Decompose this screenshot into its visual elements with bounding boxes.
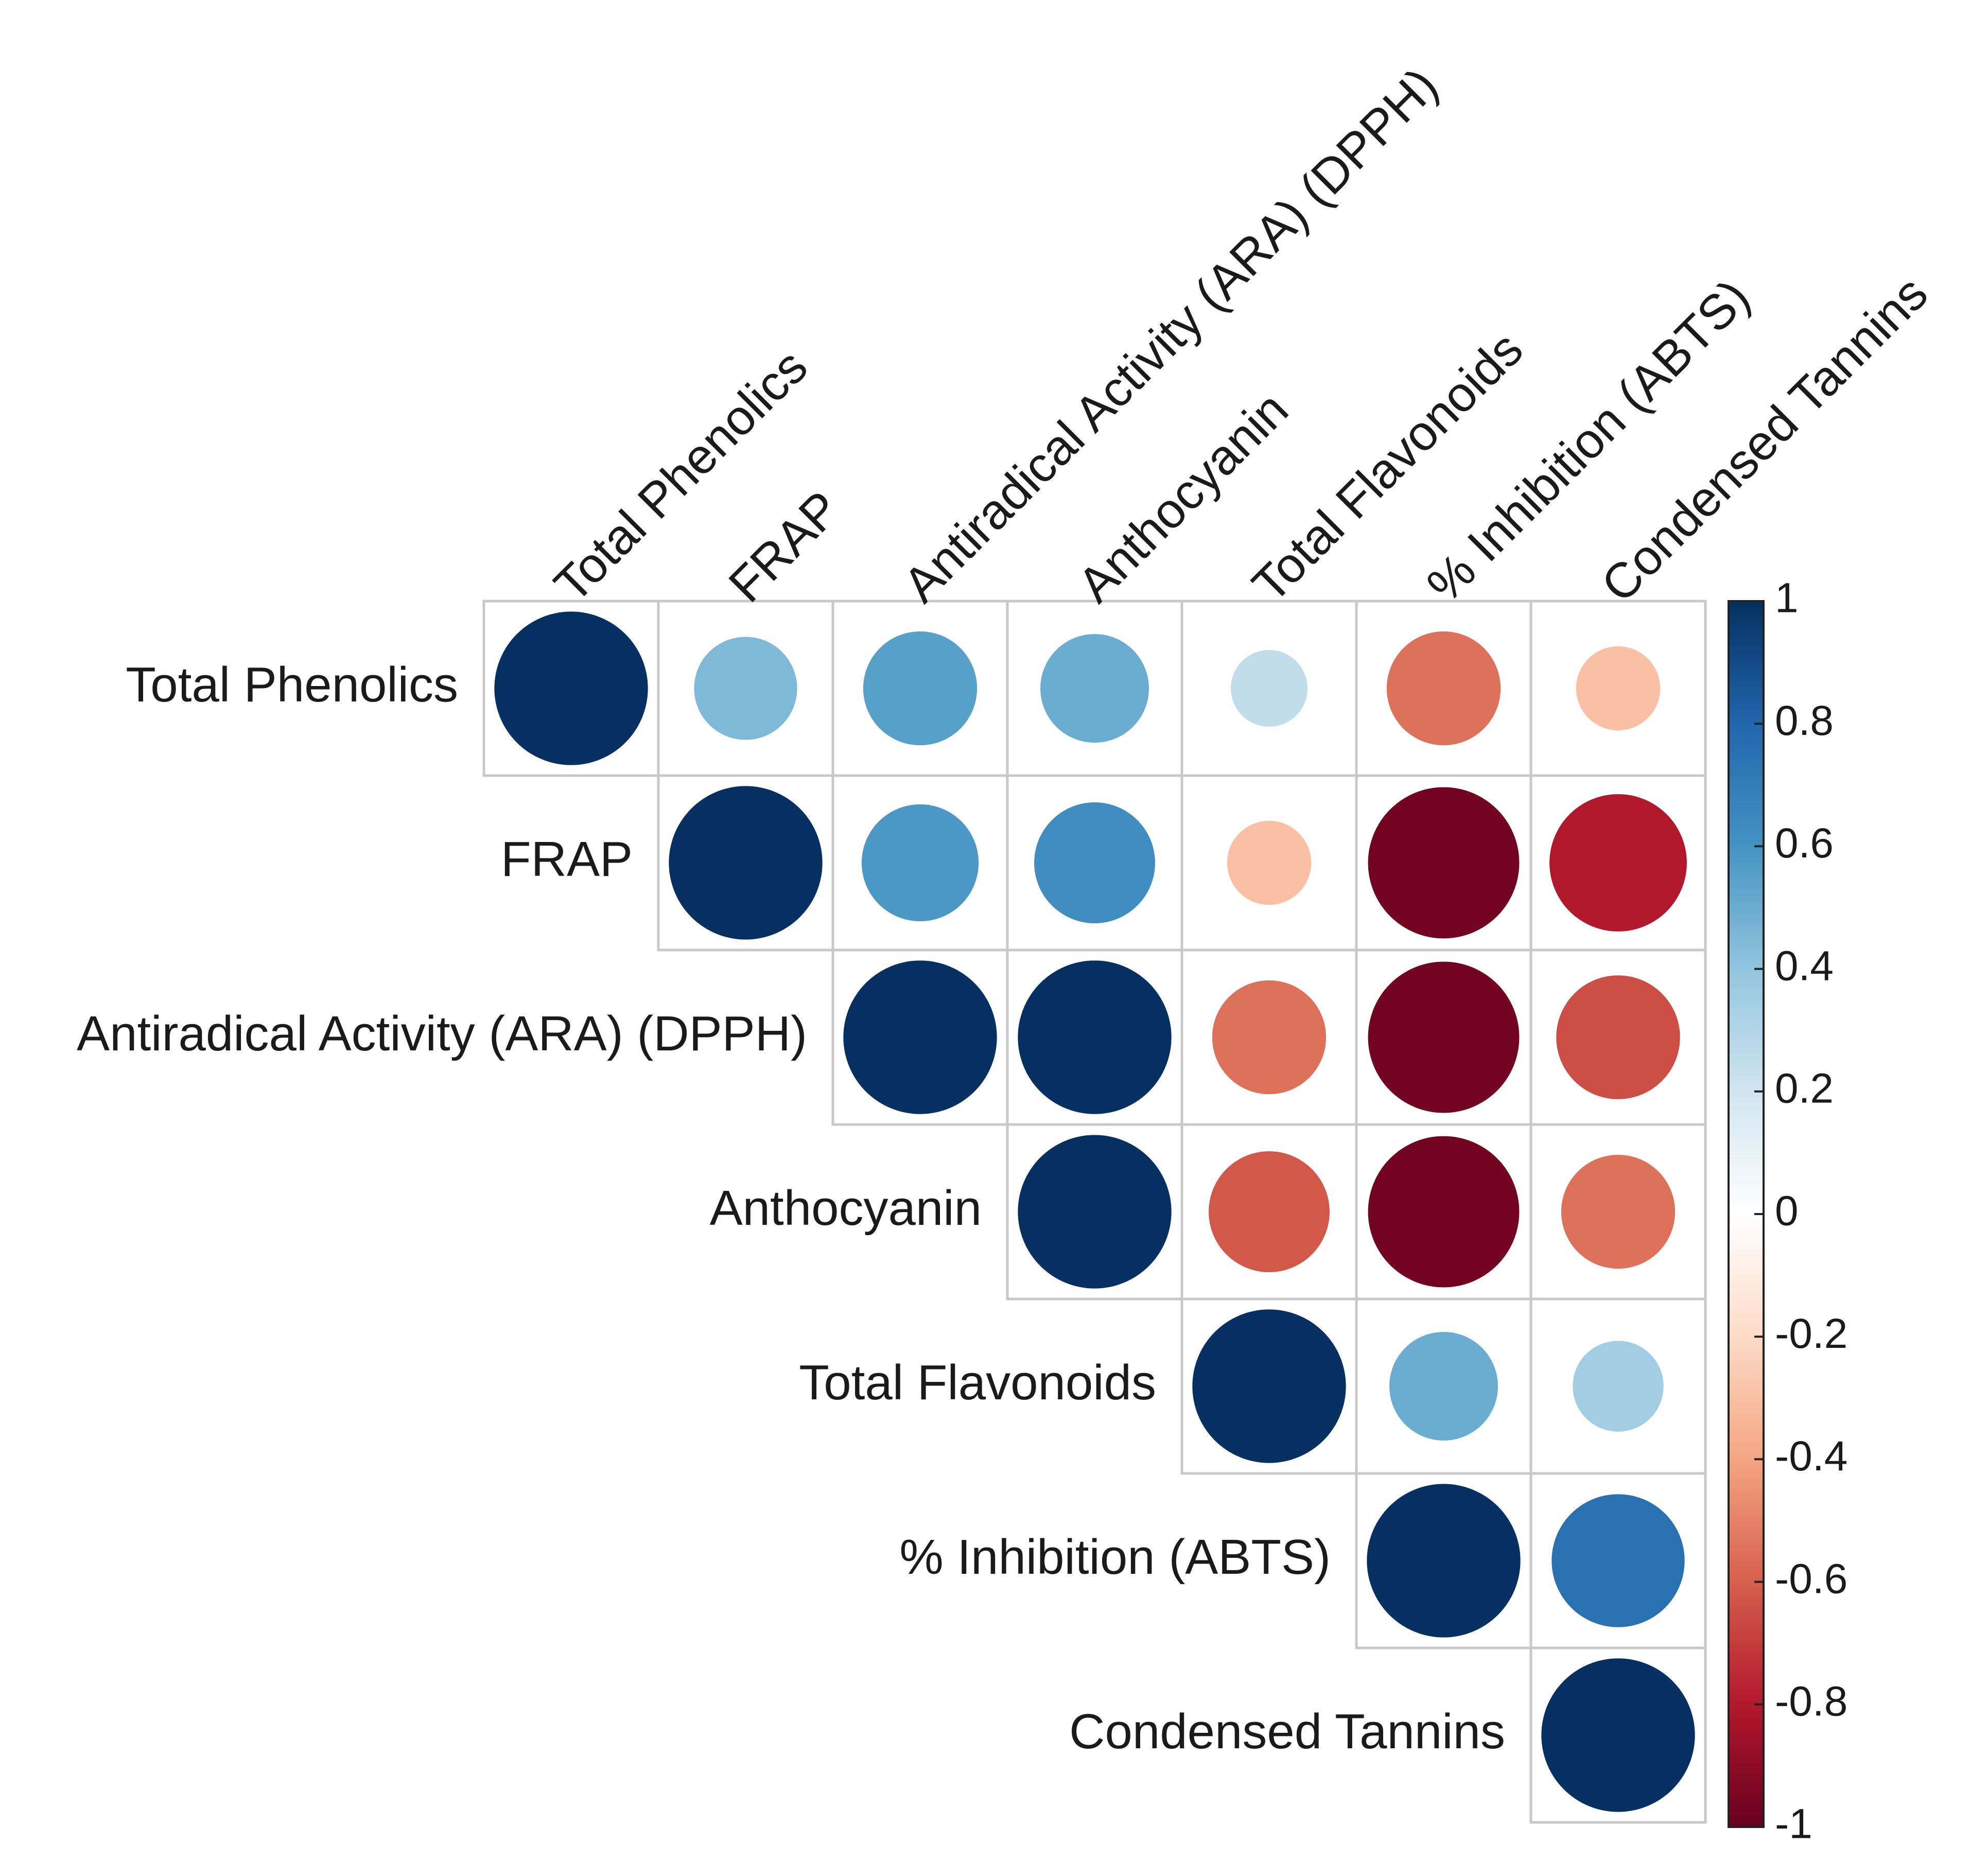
corr-circle-total-phenolics-x-antiradical-activity-ara-dpph (863, 631, 978, 746)
corr-circle-frap-x-frap (669, 786, 823, 940)
row-label-frap: FRAP (501, 832, 633, 887)
row-label-antiradical-activity-ara-dpph: Antiradical Activity (ARA) (DPPH) (77, 1006, 807, 1061)
corr-circle-anthocyanin-x-condensed-tannins (1561, 1154, 1676, 1269)
colorbar-tick-label-3: 0.4 (1775, 942, 1834, 989)
corr-circle-inhibition-abts-x-condensed-tannins (1551, 1494, 1685, 1627)
corr-circle-frap-x-inhibition-abts (1368, 787, 1520, 939)
corr-circle-total-phenolics-x-condensed-tannins (1576, 646, 1661, 731)
corr-circle-condensed-tannins-x-condensed-tannins (1541, 1658, 1695, 1812)
corr-circle-antiradical-activity-ara-dpph-x-inhibition-abts (1368, 961, 1520, 1113)
row-label-total-phenolics: Total Phenolics (126, 657, 458, 712)
corr-circle-antiradical-activity-ara-dpph-x-condensed-tannins (1556, 975, 1680, 1099)
corr-circle-anthocyanin-x-inhibition-abts (1368, 1136, 1520, 1288)
col-label-frap: FRAP (719, 481, 851, 613)
corr-circle-total-phenolics-x-anthocyanin (1040, 634, 1149, 743)
corr-circle-inhibition-abts-x-inhibition-abts (1367, 1484, 1521, 1638)
colorbar-tick-label-2: 0.6 (1775, 820, 1834, 867)
corr-circle-total-phenolics-x-inhibition-abts (1386, 631, 1501, 746)
corr-circle-anthocyanin-x-total-flavonoids (1209, 1151, 1330, 1272)
colorbar-tick-label-8: -0.6 (1775, 1555, 1847, 1602)
row-label-inhibition-abts: % Inhibition (ABTS) (899, 1530, 1331, 1585)
corr-circle-frap-x-condensed-tannins (1549, 794, 1687, 932)
row-label-condensed-tannins: Condensed Tannins (1069, 1704, 1505, 1759)
colorbar-tick-label-5: 0 (1775, 1188, 1799, 1235)
colorbar-tick-label-4: 0.2 (1775, 1065, 1834, 1112)
corr-circle-total-flavonoids-x-total-flavonoids (1192, 1309, 1346, 1463)
corr-circle-antiradical-activity-ara-dpph-x-total-flavonoids (1212, 980, 1327, 1095)
corr-circle-antiradical-activity-ara-dpph-x-antiradical-activity-ara-dpph (843, 960, 997, 1114)
col-label-inhibition-abts: % Inhibition (ABTS) (1417, 269, 1760, 613)
corr-circle-antiradical-activity-ara-dpph-x-anthocyanin (1018, 960, 1172, 1114)
corr-circle-total-phenolics-x-total-phenolics (494, 611, 648, 765)
col-label-condensed-tannins: Condensed Tannins (1591, 266, 1939, 613)
circles-layer (494, 611, 1695, 1812)
colorbar-tick-label-6: -0.2 (1775, 1310, 1847, 1357)
corr-circle-frap-x-antiradical-activity-ara-dpph (861, 804, 979, 922)
colorbar-tick-label-0: 1 (1775, 575, 1799, 622)
corr-circle-total-phenolics-x-frap (694, 637, 797, 740)
row-label-total-flavonoids: Total Flavonoids (799, 1355, 1156, 1410)
grid-layer (482, 600, 1707, 1824)
corr-circle-total-phenolics-x-total-flavonoids (1230, 649, 1308, 727)
corr-circle-frap-x-anthocyanin (1034, 802, 1155, 923)
grid-cell-6-6 (1529, 1646, 1707, 1824)
corr-circle-total-flavonoids-x-condensed-tannins (1573, 1341, 1664, 1432)
colorbar-tick-label-9: -0.8 (1775, 1678, 1847, 1725)
corr-circle-anthocyanin-x-anthocyanin (1018, 1135, 1172, 1289)
row-label-anthocyanin: Anthocyanin (710, 1181, 982, 1236)
colorbar: 1 0.8 0.6 0.4 0.2 0 -0.2 -0.4 -0.6 -0.8 -1 (1728, 575, 1847, 1848)
corr-circle-total-flavonoids-x-inhibition-abts (1389, 1332, 1498, 1441)
colorbar-tick-label-1: 0.8 (1775, 697, 1834, 744)
corr-circle-frap-x-total-flavonoids (1227, 820, 1312, 905)
colorbar-tick-label-7: -0.4 (1775, 1433, 1847, 1480)
row-labels: Total Phenolics FRAP Antiradical Activity … (77, 657, 1505, 1759)
colorbar-tick-label-10: -1 (1775, 1801, 1812, 1848)
